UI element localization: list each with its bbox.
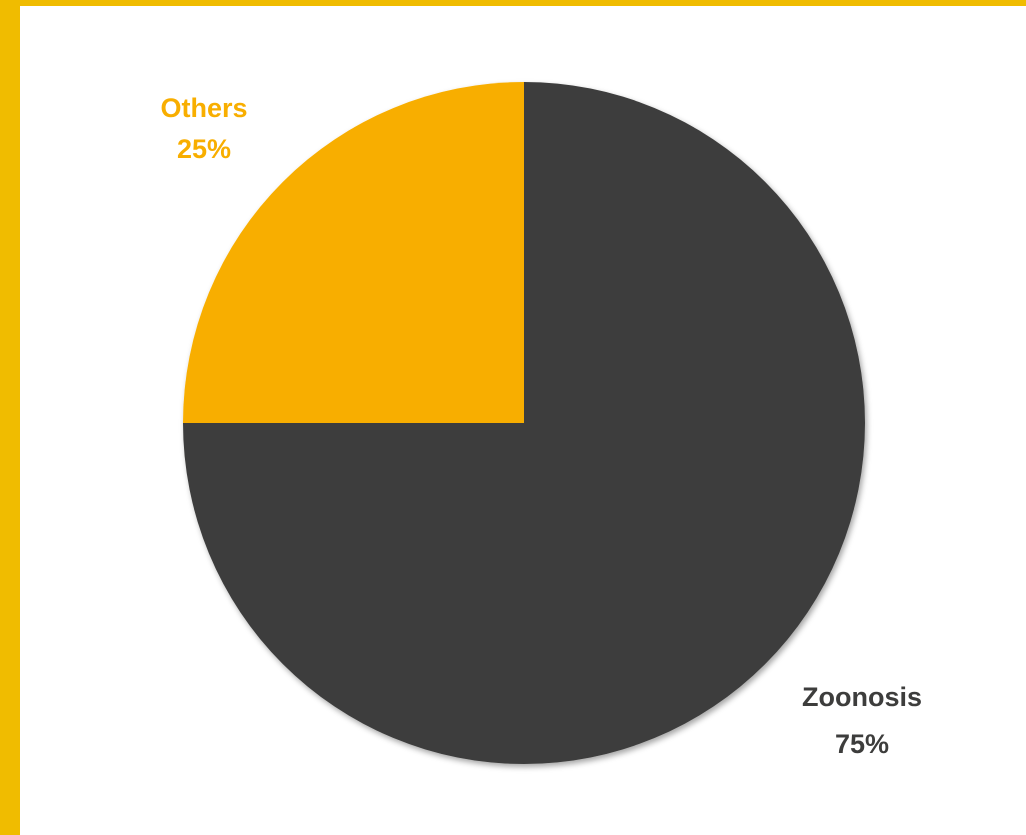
pie-slice-zoonosis bbox=[183, 82, 865, 764]
slice-label-zoonosis-name: Zoonosis bbox=[802, 682, 922, 712]
slice-label-others-name: Others bbox=[160, 93, 247, 123]
pie-slice-others bbox=[183, 82, 524, 423]
slice-label-zoonosis-value: 75% bbox=[835, 729, 889, 759]
slice-label-others-value: 25% bbox=[177, 134, 231, 164]
